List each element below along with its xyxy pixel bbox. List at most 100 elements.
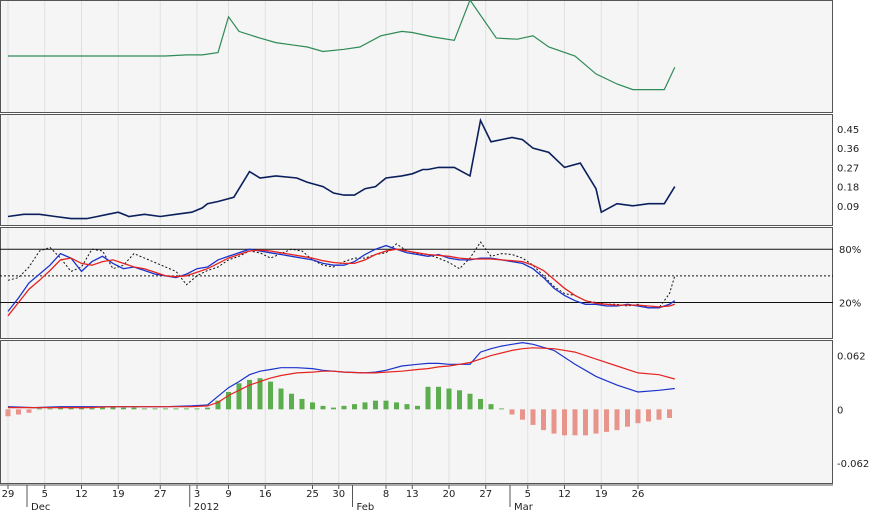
histogram-bar (457, 390, 462, 410)
month-label: Feb (357, 502, 375, 513)
y-tick-label: 20% (839, 298, 861, 309)
y-tick-label: 0.45 (837, 125, 859, 136)
month-label: Dec (31, 502, 50, 513)
y-tick-label: 0.27 (837, 163, 859, 174)
histogram-bar (184, 408, 189, 410)
x-tick-label: 19 (112, 489, 125, 500)
histogram-bar (478, 398, 483, 410)
histogram-bar (163, 408, 168, 410)
stochastic-line-3 (7, 248, 675, 317)
x-tick-label: 13 (406, 489, 419, 500)
histogram-bar (131, 407, 137, 410)
histogram-bar (446, 388, 452, 410)
histogram-bar (331, 407, 336, 410)
x-tick-label: 19 (595, 489, 608, 500)
histogram-bar (142, 408, 147, 410)
histogram-bar (541, 409, 546, 431)
x-tick-label: 20 (443, 489, 456, 500)
histogram-bar (173, 408, 179, 410)
histogram-bar (362, 402, 368, 410)
histogram-bar (415, 405, 420, 410)
histogram-bar (310, 402, 315, 410)
y-tick-label: 0.18 (837, 183, 859, 194)
histogram-bar (352, 404, 357, 410)
stochastic-line-1 (7, 241, 676, 309)
histogram-bar (110, 406, 116, 410)
histogram-bar (16, 409, 21, 415)
histogram-bar (509, 409, 515, 415)
histogram-bar (404, 404, 410, 410)
x-tick-label: 12 (75, 489, 88, 500)
histogram-bar (236, 383, 242, 410)
histogram-bar (572, 409, 578, 436)
histogram-bar (289, 393, 294, 410)
middle-series-line (7, 117, 676, 220)
y-tick-label: 0.36 (837, 144, 859, 155)
y-tick-label: 0.09 (837, 202, 859, 213)
histogram-bar (646, 409, 651, 422)
histogram-bar (467, 393, 473, 410)
histogram-bar (499, 408, 504, 410)
histogram-bar (551, 409, 557, 434)
histogram-bar (436, 386, 441, 410)
histogram-bar (635, 409, 641, 424)
histogram-bar (37, 408, 42, 410)
histogram-bar (583, 409, 588, 436)
histogram-bar (121, 407, 126, 410)
stochastic-line-2 (7, 244, 676, 312)
x-tick-label: 12 (558, 489, 571, 500)
top-series-line (8, 0, 676, 91)
histogram-bar (373, 400, 378, 410)
x-tick-label: 25 (306, 489, 319, 500)
histogram-bar (299, 398, 305, 410)
histogram-bar (68, 407, 74, 410)
histogram-bar (383, 400, 389, 410)
histogram-bar (530, 409, 536, 425)
histogram-bar (394, 402, 399, 410)
x-tick-label: 3 (194, 489, 200, 500)
panel-4 (0, 340, 833, 484)
y-tick-label: 0 (837, 405, 843, 416)
histogram-bar (100, 406, 105, 410)
histogram-bar (5, 409, 11, 417)
x-tick-label: 5 (42, 489, 48, 500)
x-tick-label: 27 (479, 489, 492, 500)
histogram-bar (667, 409, 672, 418)
y-tick-label: -0.062 (837, 459, 869, 470)
histogram-bar (205, 407, 210, 410)
x-tick-label: 30 (332, 489, 345, 500)
histogram-bar (562, 409, 567, 436)
histogram-bar (656, 409, 662, 420)
x-tick-label: 16 (259, 489, 272, 500)
histogram-bar (278, 388, 284, 410)
x-tick-label: 27 (154, 489, 167, 500)
histogram-bar (625, 409, 630, 427)
panel-2 (0, 114, 833, 226)
macd-line-2 (8, 347, 675, 409)
histogram-bar (614, 409, 620, 431)
x-tick-label: 29 (2, 489, 15, 500)
month-label: Mar (514, 502, 534, 513)
histogram-bar (215, 400, 221, 410)
histogram-bar (152, 408, 158, 410)
x-tick-label: 26 (632, 489, 645, 500)
histogram-bar (58, 407, 63, 410)
histogram-bar (520, 409, 525, 420)
panel-3 (0, 227, 833, 339)
y-tick-label: 0.062 (837, 352, 866, 363)
histogram-bar (268, 381, 273, 410)
x-tick-label: 8 (383, 489, 389, 500)
histogram-bar (604, 409, 609, 432)
histogram-bar (257, 378, 263, 410)
histogram-bar (47, 408, 53, 410)
month-label: 2012 (194, 502, 219, 513)
histogram-bar (26, 409, 32, 413)
histogram-bar (425, 386, 431, 410)
histogram-bar (320, 405, 326, 410)
histogram-bar (89, 407, 95, 410)
y-tick-label: 80% (839, 245, 861, 256)
histogram-bar (247, 379, 252, 410)
histogram-bar (341, 405, 347, 410)
histogram-bar (593, 409, 599, 434)
